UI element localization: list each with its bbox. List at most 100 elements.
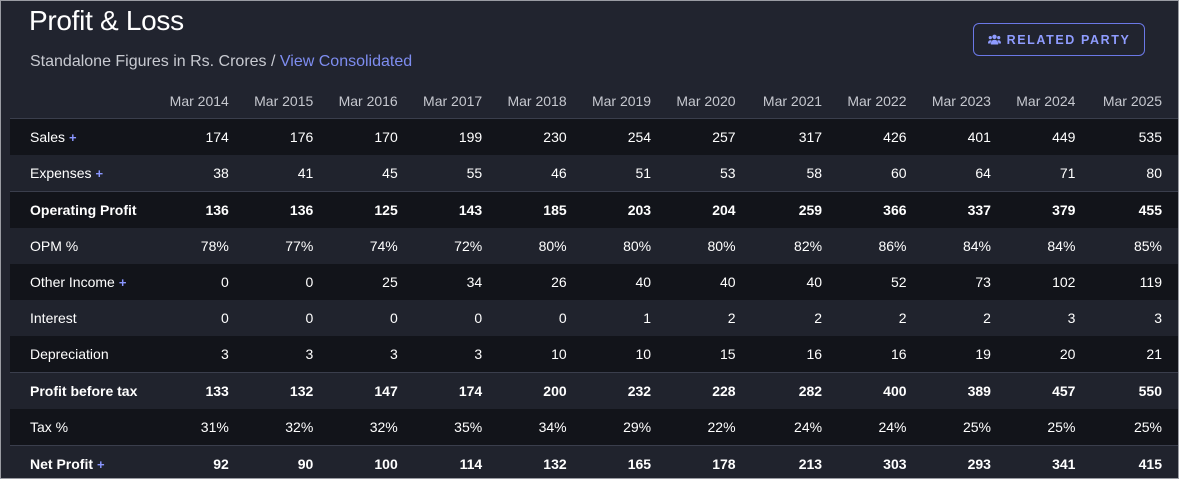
value-cell: 10 — [582, 336, 668, 373]
value-cell: 34 — [413, 264, 499, 300]
value-cell: 3 — [1006, 300, 1092, 336]
value-cell: 2 — [922, 300, 1007, 336]
value-cell: 16 — [751, 336, 839, 373]
value-cell: 24% — [838, 409, 923, 446]
value-cell: 0 — [498, 300, 583, 336]
row-label: Depreciation — [30, 346, 109, 362]
related-party-label: RELATED PARTY — [1006, 32, 1131, 47]
value-cell: 60 — [838, 155, 923, 192]
row-label-cell[interactable]: Sales + — [10, 118, 161, 155]
row-label: Other Income — [30, 274, 115, 290]
value-cell: 200 — [498, 372, 583, 409]
value-cell: 174 — [160, 118, 245, 155]
value-cell: 78% — [160, 228, 245, 264]
row-label: Profit before tax — [30, 383, 138, 399]
page-title: Profit & Loss — [29, 5, 184, 36]
value-cell: 204 — [667, 191, 752, 228]
value-cell: 133 — [160, 372, 245, 409]
expand-plus-icon[interactable]: + — [95, 166, 104, 181]
value-cell: 24% — [751, 409, 839, 446]
value-cell: 1 — [582, 300, 668, 336]
value-cell: 230 — [498, 118, 583, 155]
profit-loss-table: Mar 2014 Mar 2015 Mar 2016 Mar 2017 Mar 2018… — [10, 83, 1178, 478]
expand-plus-icon[interactable]: + — [118, 275, 127, 290]
value-cell: 0 — [413, 300, 499, 336]
value-cell: 92 — [160, 445, 245, 478]
table-row[interactable]: Sales +174 176 170 199 230 254 257 317 426 401 449 5… — [10, 118, 1178, 155]
column-header: Mar 2025 — [1091, 83, 1178, 119]
value-cell: 254 — [582, 118, 668, 155]
value-cell: 170 — [329, 118, 414, 155]
row-label: Sales — [30, 129, 66, 145]
value-cell: 15 — [667, 336, 752, 373]
table-row: Tax % 31% 32% 32% 35% 34% 29% 22% 24% 24% 25% 25% 25… — [10, 409, 1178, 446]
value-cell: 82% — [751, 228, 839, 264]
value-cell: 74% — [329, 228, 414, 264]
row-label: Net Profit — [30, 456, 93, 472]
expand-plus-icon[interactable]: + — [69, 130, 77, 145]
value-cell: 10 — [498, 336, 583, 373]
value-cell: 29% — [582, 409, 668, 446]
table-row[interactable]: Net Profit +92 90 100 114 132 165 178 213 303 293 3… — [10, 445, 1178, 478]
value-cell: 341 — [1006, 445, 1092, 478]
value-cell: 25% — [1006, 409, 1092, 446]
value-cell: 174 — [413, 372, 499, 409]
table-row: Operating Profit 136 136 125 143 185 203 204 259… — [10, 191, 1178, 228]
value-cell: 41 — [244, 155, 330, 192]
value-cell: 389 — [922, 372, 1007, 409]
value-cell: 73 — [922, 264, 1007, 300]
value-cell: 401 — [922, 118, 1007, 155]
value-cell: 35% — [413, 409, 499, 446]
row-label: Expenses — [30, 165, 92, 181]
row-label-cell[interactable]: Other Income + — [10, 264, 161, 300]
value-cell: 32% — [329, 409, 414, 446]
value-cell: 64 — [922, 155, 1007, 192]
value-cell: 165 — [582, 445, 668, 478]
related-party-button[interactable]: RELATED PARTY — [973, 23, 1145, 56]
row-label: Tax % — [30, 419, 69, 435]
value-cell: 3 — [329, 336, 414, 373]
column-header: Mar 2021 — [751, 83, 839, 119]
value-cell: 0 — [160, 264, 245, 300]
subtitle: Standalone Figures in Rs. Crores / View … — [30, 53, 412, 71]
subtitle-text: Standalone Figures in Rs. Crores / — [30, 53, 276, 70]
value-cell: 535 — [1091, 118, 1178, 155]
table-row: OPM % 78% 77% 74% 72% 80% 80% 80% 82% 86% 84% 84% 85… — [10, 228, 1178, 264]
value-cell: 16 — [838, 336, 923, 373]
value-cell: 40 — [582, 264, 668, 300]
value-cell: 550 — [1091, 372, 1178, 409]
column-header: Mar 2023 — [922, 83, 1007, 119]
value-cell: 178 — [667, 445, 752, 478]
row-label-cell[interactable]: Expenses + — [10, 155, 161, 192]
column-header: Mar 2022 — [838, 83, 923, 119]
value-cell: 457 — [1006, 372, 1092, 409]
row-label: Operating Profit — [30, 202, 137, 218]
value-cell: 71 — [1006, 155, 1092, 192]
table-row[interactable]: Expenses +38 41 45 55 46 51 53 58 60 64 71 80 — [10, 155, 1178, 192]
value-cell: 3 — [244, 336, 330, 373]
value-cell: 449 — [1006, 118, 1092, 155]
value-cell: 203 — [582, 191, 668, 228]
value-cell: 85% — [1091, 228, 1178, 264]
value-cell: 136 — [160, 191, 245, 228]
table-header-corner — [10, 83, 161, 119]
value-cell: 84% — [1006, 228, 1092, 264]
value-cell: 259 — [751, 191, 839, 228]
value-cell: 213 — [751, 445, 839, 478]
value-cell: 100 — [329, 445, 414, 478]
value-cell: 72% — [413, 228, 499, 264]
value-cell: 25% — [1091, 409, 1178, 446]
table-row[interactable]: Other Income +0 0 25 34 26 40 40 40 52 73 102 119 — [10, 264, 1178, 300]
value-cell: 3 — [413, 336, 499, 373]
expand-plus-icon[interactable]: + — [97, 457, 105, 472]
value-cell: 34% — [498, 409, 583, 446]
value-cell: 379 — [1006, 191, 1092, 228]
table-body: Sales +174 176 170 199 230 254 257 317 426 401 449 5… — [10, 118, 1178, 478]
column-header: Mar 2019 — [582, 83, 668, 119]
row-label-cell[interactable]: Net Profit + — [10, 445, 161, 478]
value-cell: 257 — [667, 118, 752, 155]
view-consolidated-link[interactable]: View Consolidated — [279, 53, 413, 70]
value-cell: 46 — [498, 155, 583, 192]
value-cell: 53 — [667, 155, 752, 192]
value-cell: 0 — [244, 300, 330, 336]
